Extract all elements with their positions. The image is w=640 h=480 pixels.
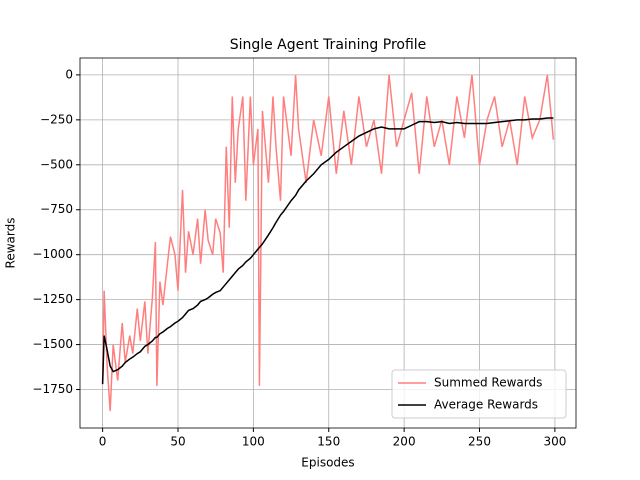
y-tick-label: −1750 <box>32 382 73 396</box>
y-tick-label: −1000 <box>32 247 73 261</box>
x-tick-label: 200 <box>393 435 416 449</box>
legend-label: Summed Rewards <box>434 376 542 390</box>
y-tick-label: 0 <box>65 67 73 81</box>
y-axis-label: Rewards <box>4 218 18 269</box>
y-tick-label: −500 <box>40 157 73 171</box>
x-tick-label: 50 <box>170 435 185 449</box>
legend-label: Average Rewards <box>434 398 538 412</box>
x-tick-label: 0 <box>99 435 107 449</box>
y-tick-label: −750 <box>40 202 73 216</box>
x-axis-label: Episodes <box>301 456 354 470</box>
x-tick-label: 150 <box>317 435 340 449</box>
plot-frame <box>79 57 577 429</box>
x-tick-label: 250 <box>468 435 491 449</box>
y-tick-label: −1250 <box>32 292 73 306</box>
x-tick-label: 100 <box>242 435 265 449</box>
series-line <box>101 74 555 412</box>
legend-box <box>391 369 567 419</box>
series-line <box>101 117 554 385</box>
y-tick-label: −1500 <box>32 337 73 351</box>
chart-title: Single Agent Training Profile <box>230 37 427 53</box>
x-tick-label: 300 <box>543 435 566 449</box>
y-tick-label: −250 <box>40 112 73 126</box>
